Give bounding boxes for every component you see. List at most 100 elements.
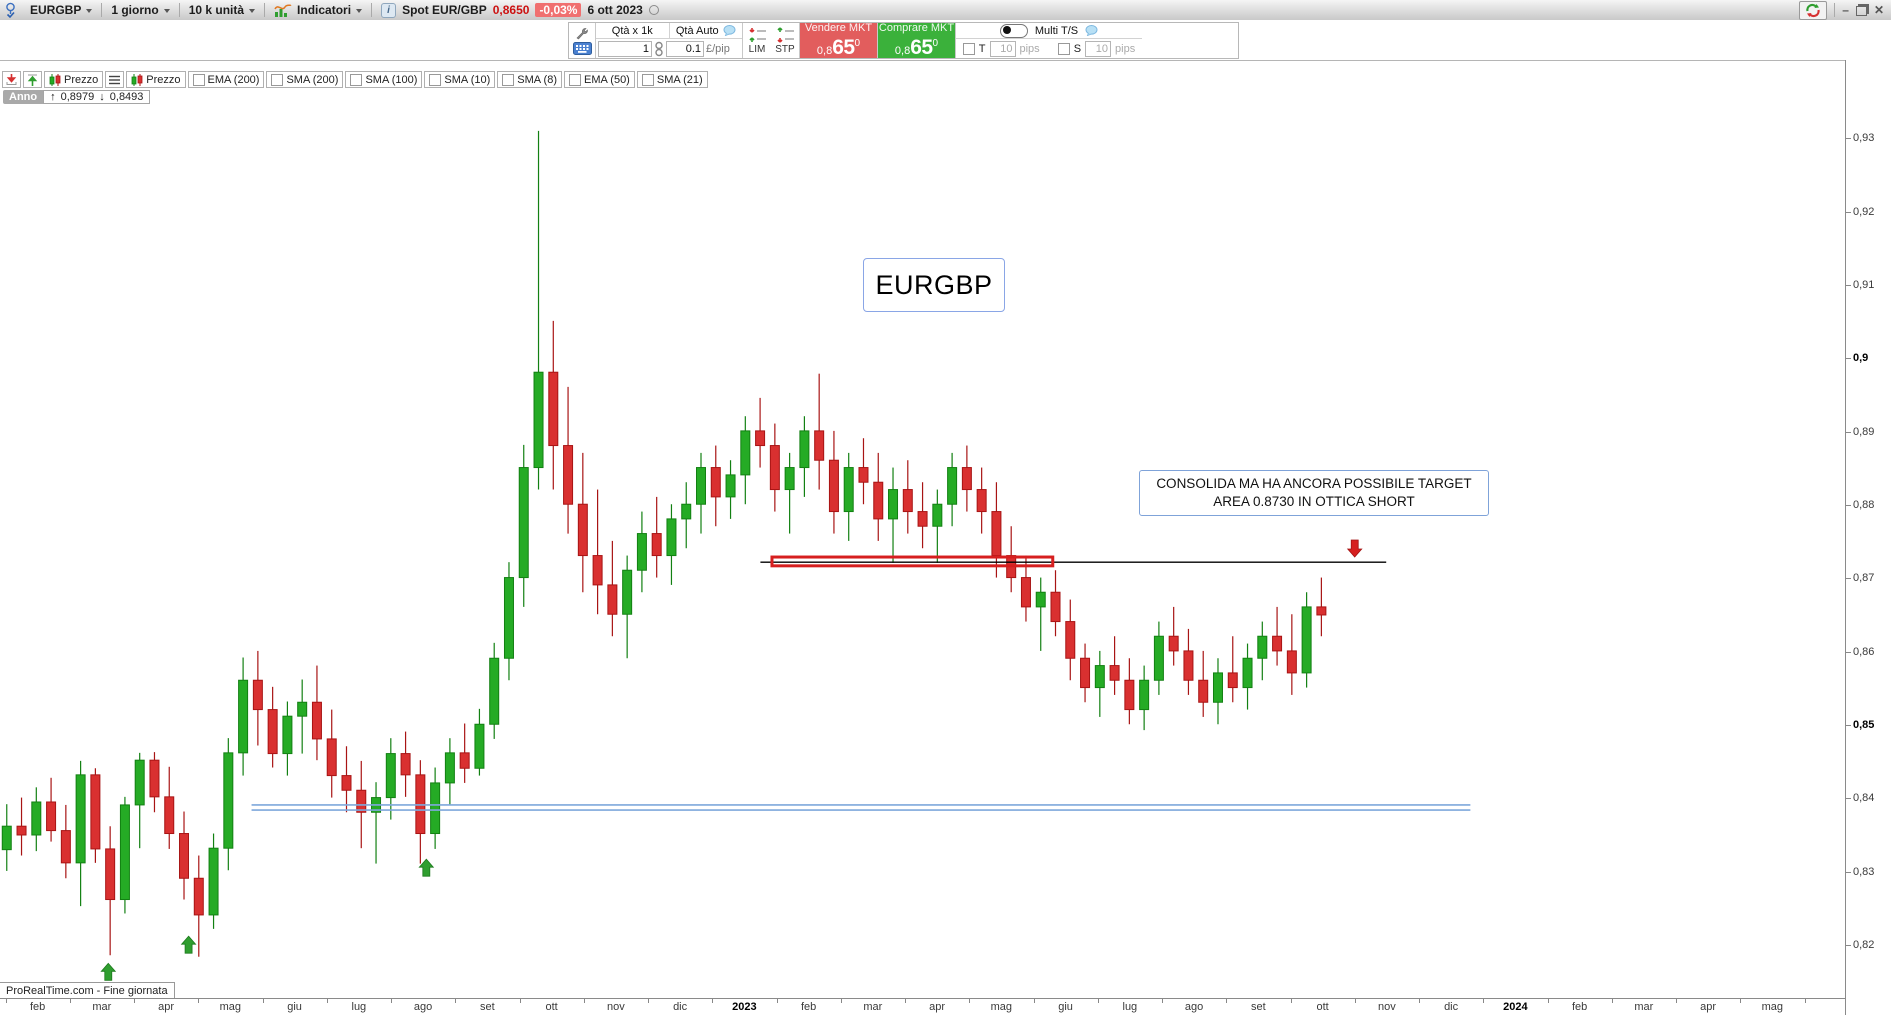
y-axis-tick — [1846, 798, 1851, 800]
candle-body — [1020, 577, 1031, 608]
indicator-toggle-sma-8-[interactable]: SMA (8) — [497, 71, 562, 88]
candle-body — [725, 474, 736, 498]
stoploss-checkbox[interactable] — [1057, 42, 1070, 55]
checkbox-icon[interactable] — [502, 73, 515, 86]
y-axis-label: 0,93 — [1853, 132, 1875, 145]
quantity-selector[interactable]: 10 k unità — [180, 0, 264, 20]
pin-icon[interactable] — [0, 0, 21, 20]
link-chain-icon[interactable] — [654, 41, 664, 57]
indicator-toggle-ema-50-[interactable]: EMA (50) — [564, 71, 635, 88]
x-axis-tick — [1097, 999, 1099, 1003]
checkbox-icon[interactable] — [271, 73, 284, 86]
sync-button[interactable] — [1799, 0, 1828, 20]
status-circle-icon — [648, 5, 659, 15]
candle-body — [769, 445, 780, 491]
candle-body — [1183, 650, 1194, 681]
qty-header: Qtà x 1k — [611, 24, 653, 37]
indicator-toggle-sma-100-[interactable]: SMA (100) — [345, 71, 423, 88]
price-overlay-legend[interactable]: Prezzo — [126, 71, 186, 88]
x-axis-tick — [1033, 999, 1035, 1003]
y-axis-label: 0,82 — [1853, 939, 1875, 951]
limit-label: LIM — [748, 43, 766, 55]
info-icon[interactable]: i — [381, 2, 397, 18]
buy-market-button[interactable]: Comprare MKT 0,8650 — [878, 22, 956, 59]
price-chart[interactable] — [0, 60, 1845, 998]
chart-note-box[interactable]: CONSOLIDA MA HA ANCORA POSSIBILE TARGET … — [1139, 470, 1489, 516]
candle-body — [90, 774, 101, 850]
keyboard-button[interactable] — [572, 41, 592, 56]
x-axis-tick — [969, 999, 971, 1003]
multi-ts-toggle[interactable] — [999, 23, 1028, 38]
x-axis[interactable]: feb mar apr mag giu lug ago set ott nov dic 2023 feb… — [0, 998, 1845, 1016]
checkbox-icon[interactable] — [192, 73, 205, 86]
quantity-label: 10 k unità — [188, 3, 245, 17]
y-axis[interactable]: 0,93 0,92 0,91 0,9 0,89 0,88 0,87 0,86 0,85 0,84 0… — [1845, 60, 1891, 1015]
price-settings-button[interactable] — [105, 71, 125, 88]
candle-body — [311, 701, 322, 740]
candle-body — [696, 467, 707, 505]
y-axis-tick — [1846, 578, 1851, 580]
checkbox-icon[interactable] — [429, 73, 442, 86]
target-pips-unit: pips — [1019, 42, 1040, 55]
candle-body — [917, 511, 928, 527]
stoploss-label: S — [1073, 42, 1082, 55]
y-axis-tick — [1846, 871, 1851, 873]
target-checkbox[interactable] — [962, 42, 975, 55]
checkbox-icon[interactable] — [350, 73, 363, 86]
candle-body — [1080, 657, 1091, 689]
indicator-toggle-sma-21-[interactable]: SMA (21) — [636, 71, 708, 88]
candle-body — [238, 679, 249, 754]
indicator-toggle-sma-200-[interactable]: SMA (200) — [266, 71, 344, 88]
quantity-input[interactable] — [598, 40, 652, 57]
price-overlay-label: Prezzo — [146, 73, 181, 86]
year-low-value: 0,8493 — [109, 91, 144, 103]
sell-arrow-button[interactable] — [2, 71, 21, 88]
indicators-label: Indicatori — [297, 3, 352, 17]
x-axis-label: feb — [29, 1001, 46, 1013]
quantity-section: Qtà x 1k Qtà Auto £/pip — [596, 23, 743, 58]
x-axis-tick — [198, 999, 200, 1003]
tool-strip: Qtà x 1k Qtà Auto £/pip — [0, 20, 1891, 61]
indicator-label: EMA (50) — [584, 73, 630, 86]
symbol-selector[interactable]: EURGBP — [21, 0, 101, 20]
chart-symbol-label: EURGBP — [875, 269, 993, 300]
buy-arrow-button[interactable] — [23, 71, 42, 88]
x-axis-label: ago — [413, 1001, 433, 1013]
indicator-toggle-sma-10-[interactable]: SMA (10) — [424, 71, 496, 88]
candle-body — [1316, 606, 1327, 616]
checkbox-icon[interactable] — [641, 73, 654, 86]
candle-body — [474, 723, 485, 769]
indicator-label: EMA (200) — [207, 73, 260, 86]
settings-wrench-button[interactable] — [572, 25, 592, 40]
indicator-toggle-ema-200-[interactable]: EMA (200) — [187, 71, 265, 88]
stop-order-button[interactable]: STP — [775, 26, 795, 55]
target-pips-input[interactable] — [989, 40, 1016, 57]
indicators-chart-icon — [274, 3, 292, 17]
x-axis-tick — [1483, 999, 1485, 1003]
year-range-badge: Anno — [3, 90, 44, 104]
x-axis-tick — [776, 999, 778, 1003]
indicator-label: SMA (8) — [517, 73, 557, 86]
close-button[interactable]: ✕ — [1873, 3, 1884, 17]
chart-symbol-label-box[interactable]: EURGBP — [863, 258, 1005, 312]
minimize-button[interactable]: – — [1842, 3, 1849, 17]
limit-order-button[interactable]: LIM — [747, 27, 767, 55]
candle-body — [1272, 635, 1283, 652]
price-series-legend[interactable]: Prezzo — [44, 71, 104, 88]
buy-price: 0,8650 — [894, 35, 939, 59]
stoploss-pips-unit: pips — [1115, 42, 1136, 55]
candle-body — [430, 782, 441, 835]
divider — [101, 3, 103, 17]
sell-market-button[interactable]: Vendere MKT 0,8650 — [800, 22, 878, 58]
x-axis-tick — [519, 999, 521, 1003]
restore-button[interactable] — [1855, 6, 1867, 16]
pip-value-input[interactable] — [666, 40, 704, 57]
checkbox-icon[interactable] — [569, 73, 581, 86]
y-axis-tick — [1846, 211, 1851, 213]
qty-auto-toggle[interactable]: Qtà Auto — [668, 23, 743, 38]
x-axis-label: mar — [1634, 1001, 1654, 1013]
stoploss-pips-input[interactable] — [1085, 40, 1112, 57]
timeframe-selector[interactable]: 1 giorno — [102, 0, 178, 20]
indicators-menu[interactable]: Indicatori — [265, 0, 371, 20]
change-badge: -0,03% — [535, 3, 582, 17]
